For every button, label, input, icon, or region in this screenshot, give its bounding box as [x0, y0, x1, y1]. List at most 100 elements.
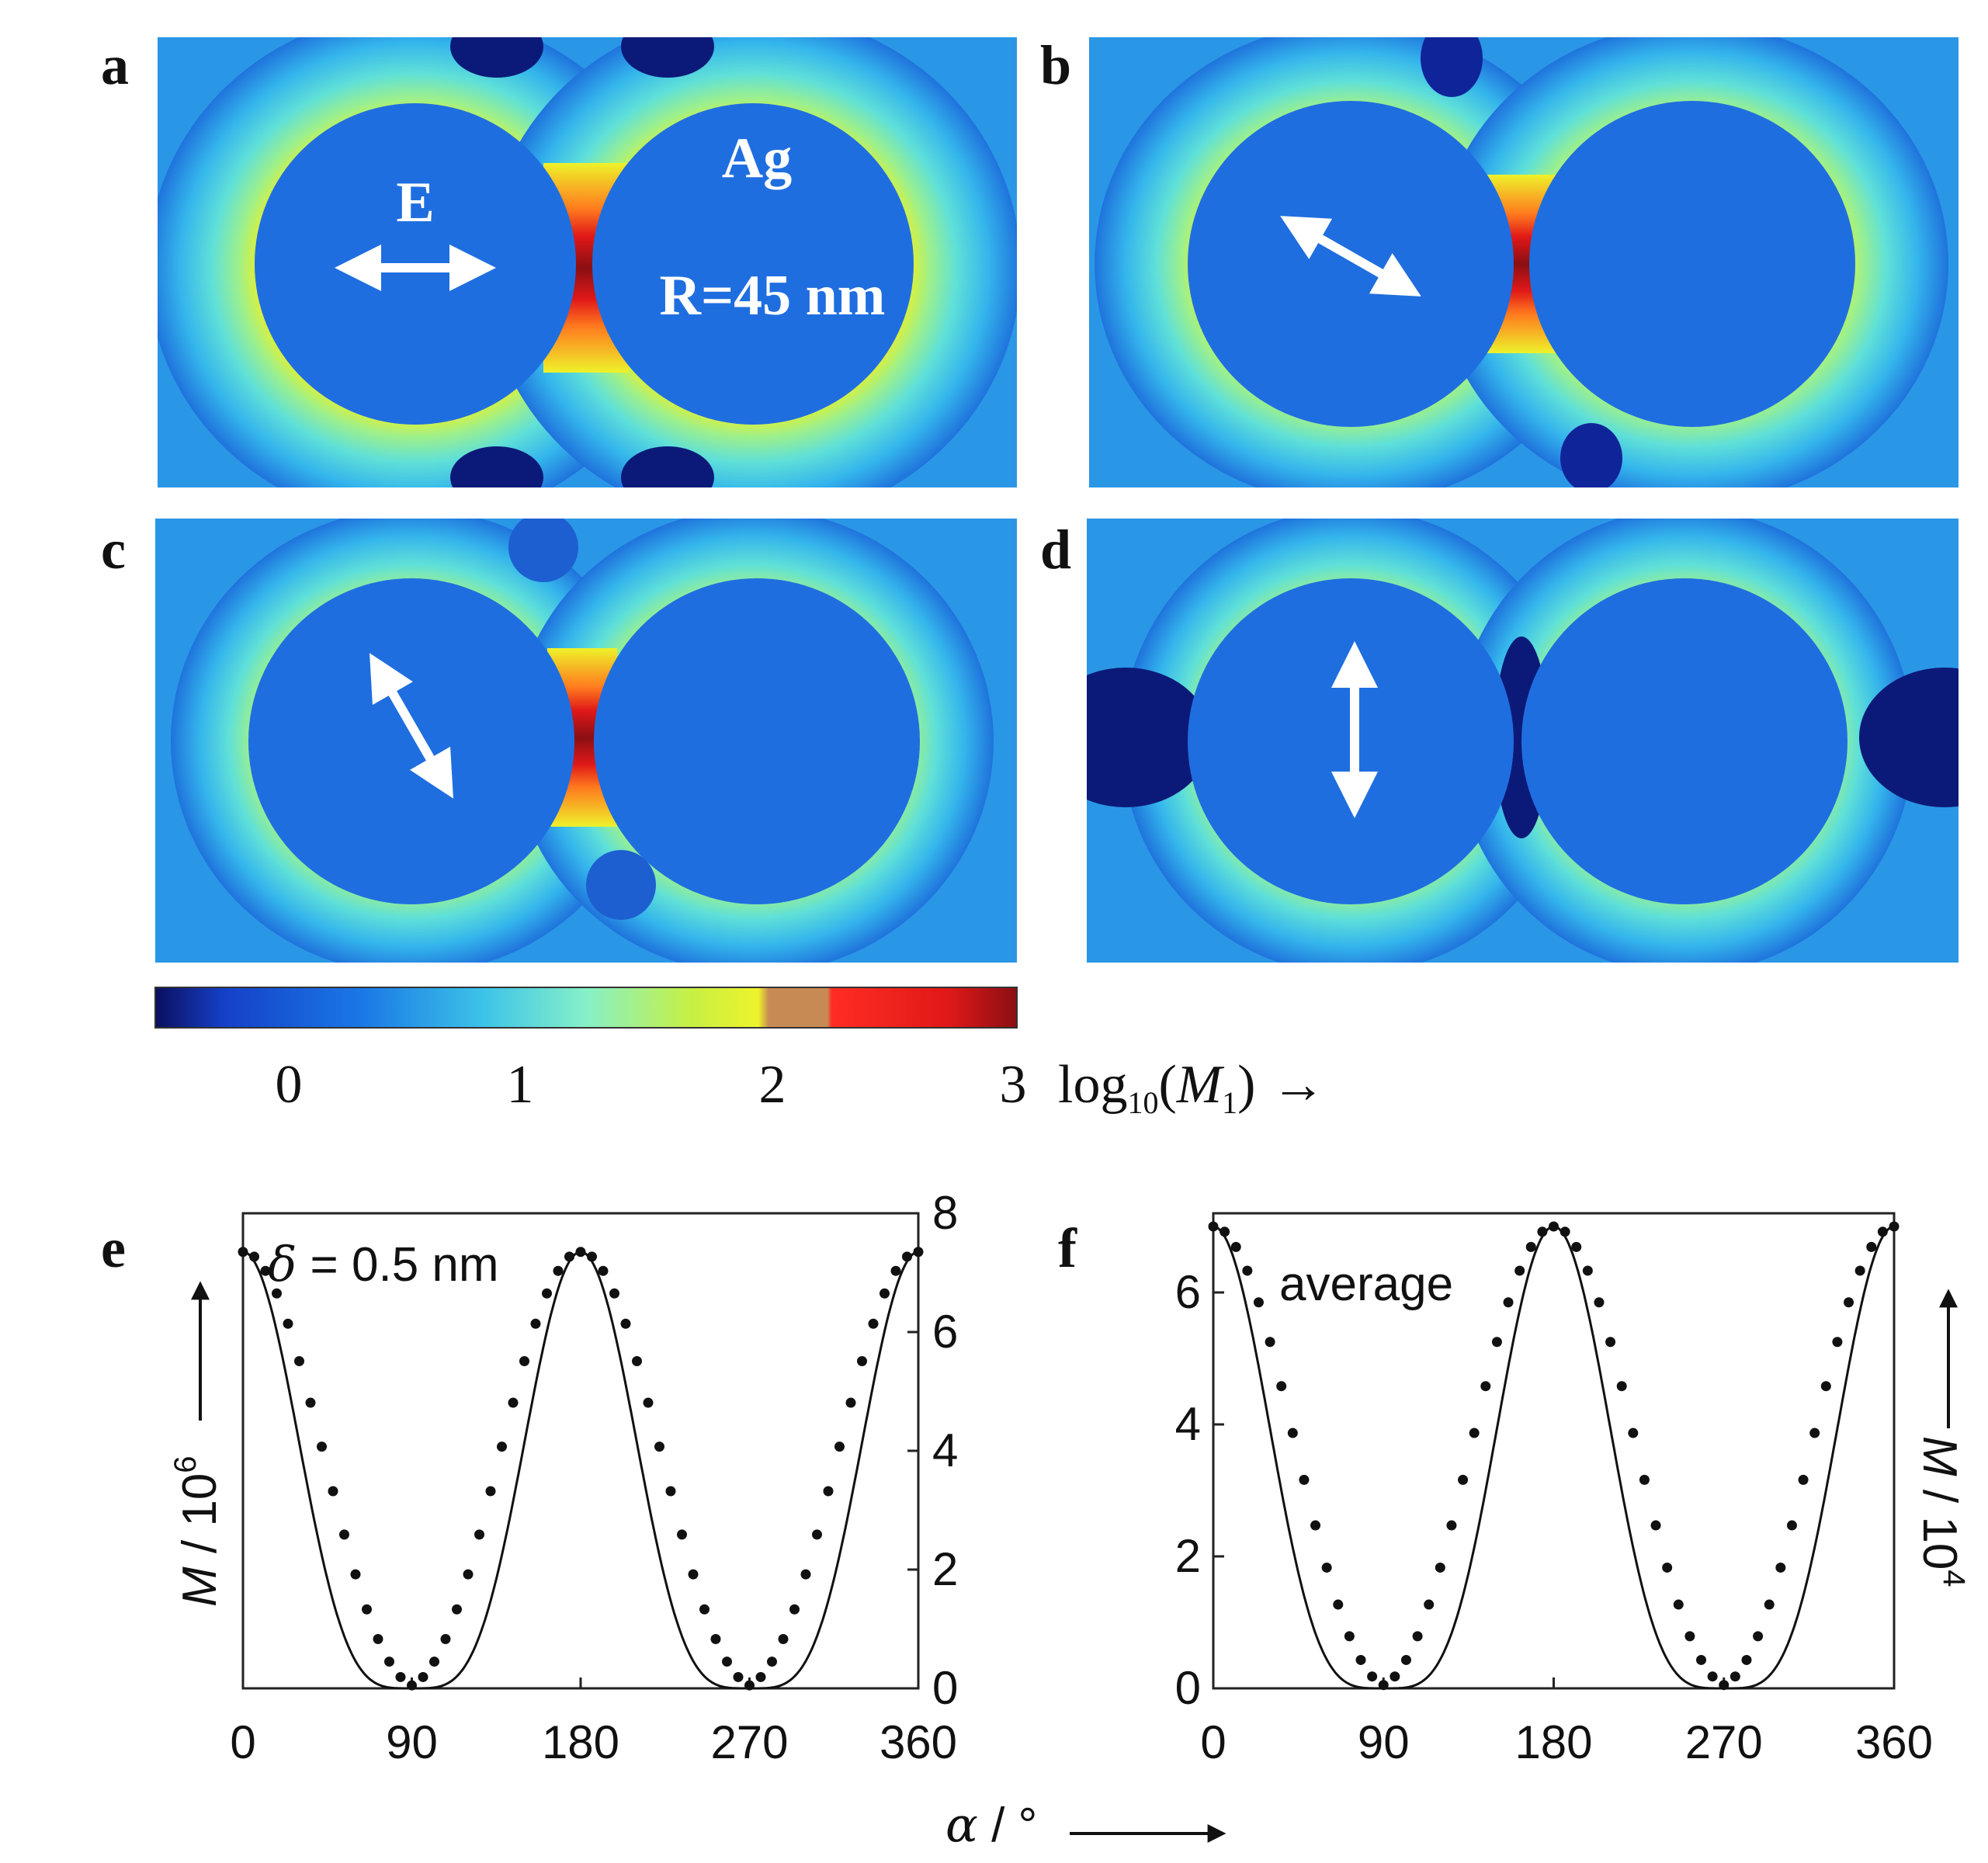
panel-label-d: d	[1040, 519, 1071, 581]
y-tick-label: 6	[1175, 1266, 1201, 1318]
data-point	[530, 1318, 541, 1329]
data-point	[1525, 1241, 1536, 1252]
annotation-rest: = 0.5 nm	[297, 1238, 498, 1292]
data-point	[1719, 1680, 1730, 1691]
data-point	[1208, 1221, 1219, 1232]
data-point	[1560, 1226, 1570, 1237]
data-point	[1344, 1631, 1355, 1642]
data-point	[395, 1671, 406, 1682]
dark-node	[586, 850, 656, 920]
plot-annotation: δ = 0.5 nm	[268, 1236, 499, 1292]
data-point	[474, 1529, 484, 1540]
colorbar-tick: 0	[276, 1055, 303, 1115]
colorbar-label-var: M	[1176, 1055, 1225, 1115]
y-tick-label: 2	[1175, 1530, 1201, 1582]
data-point	[823, 1486, 834, 1497]
data-point	[1220, 1226, 1230, 1237]
x-tick-label: 90	[1358, 1716, 1410, 1768]
data-point	[699, 1604, 710, 1615]
data-point	[632, 1355, 642, 1366]
colorbar-gradient	[154, 987, 1018, 1029]
y-axis-label: M / 106	[168, 1455, 227, 1607]
data-point	[1299, 1474, 1310, 1485]
dark-lobe-left	[1087, 668, 1211, 807]
dark-lobe-right	[1859, 668, 1959, 807]
x-tick-label: 90	[386, 1716, 438, 1768]
dark-node	[1421, 37, 1483, 97]
x-tick-label: 360	[1855, 1716, 1933, 1768]
y-axis-label: M / 104	[1913, 1436, 1971, 1587]
data-point	[249, 1251, 259, 1262]
colorbar-label-sub: 10	[1127, 1085, 1158, 1120]
data-point	[1741, 1654, 1752, 1665]
data-point	[1582, 1265, 1593, 1276]
data-point	[1775, 1562, 1786, 1573]
series-line	[242, 1251, 919, 1690]
data-point	[350, 1569, 361, 1580]
radius-label: R=45 nm	[660, 264, 886, 328]
x-tick-label: 180	[1514, 1716, 1592, 1768]
data-point	[880, 1288, 890, 1299]
data-point	[1276, 1381, 1287, 1392]
y-label-var: M	[1913, 1436, 1966, 1476]
y-tick-label: 4	[932, 1424, 958, 1476]
data-point	[710, 1634, 721, 1645]
data-point	[1514, 1265, 1525, 1276]
silver-particle-right	[592, 103, 914, 425]
data-point	[1571, 1241, 1582, 1252]
data-point	[1253, 1297, 1264, 1308]
field-map-panel-a: a E Ag R=45 nm	[101, 34, 1017, 487]
colorbar-label: log10(M1) →	[1058, 1055, 1325, 1120]
data-point	[1650, 1520, 1661, 1531]
colorbar-tick: 1	[507, 1055, 534, 1115]
data-point	[305, 1397, 316, 1408]
data-point	[1832, 1337, 1843, 1348]
data-point	[767, 1657, 777, 1667]
data-point	[1537, 1226, 1548, 1237]
data-point	[1730, 1671, 1740, 1682]
colorbar: 0 1 2 3 log10(M1) →	[154, 987, 1325, 1120]
x-tick-label: 180	[542, 1716, 619, 1768]
data-point	[1469, 1428, 1480, 1438]
data-point	[857, 1355, 867, 1366]
data-point	[587, 1251, 597, 1262]
field-map-panel-b: b	[1040, 34, 1959, 487]
dark-node	[450, 446, 543, 487]
data-point	[1639, 1474, 1650, 1485]
silver-particle-right	[1529, 101, 1855, 427]
data-point	[1333, 1599, 1344, 1610]
data-point	[800, 1569, 811, 1580]
y-tick-label: 6	[932, 1306, 958, 1358]
data-point	[1412, 1631, 1423, 1642]
data-point	[373, 1634, 383, 1645]
data-point	[1378, 1680, 1389, 1691]
y-label-exp: 6	[168, 1455, 203, 1473]
data-point	[1503, 1297, 1514, 1308]
data-point	[1889, 1221, 1900, 1232]
data-point	[1798, 1474, 1809, 1485]
data-point	[643, 1397, 654, 1408]
data-point	[1616, 1381, 1627, 1392]
dark-node	[621, 37, 714, 78]
data-point	[407, 1680, 417, 1691]
silver-particle-left	[1188, 101, 1514, 427]
data-point	[1390, 1671, 1400, 1682]
data-point	[778, 1634, 789, 1645]
data-point	[1684, 1631, 1695, 1642]
data-point	[665, 1486, 676, 1497]
y-label-var: M	[173, 1566, 227, 1607]
data-point	[1594, 1297, 1605, 1308]
data-point	[1424, 1599, 1435, 1610]
data-point	[1854, 1265, 1865, 1276]
data-point	[890, 1265, 901, 1276]
data-point	[1446, 1520, 1457, 1531]
data-point	[272, 1288, 282, 1299]
data-point	[362, 1604, 372, 1615]
data-point	[733, 1671, 744, 1682]
data-point	[575, 1247, 586, 1258]
data-point	[609, 1288, 619, 1299]
data-point	[1809, 1428, 1820, 1438]
data-point	[519, 1355, 529, 1366]
